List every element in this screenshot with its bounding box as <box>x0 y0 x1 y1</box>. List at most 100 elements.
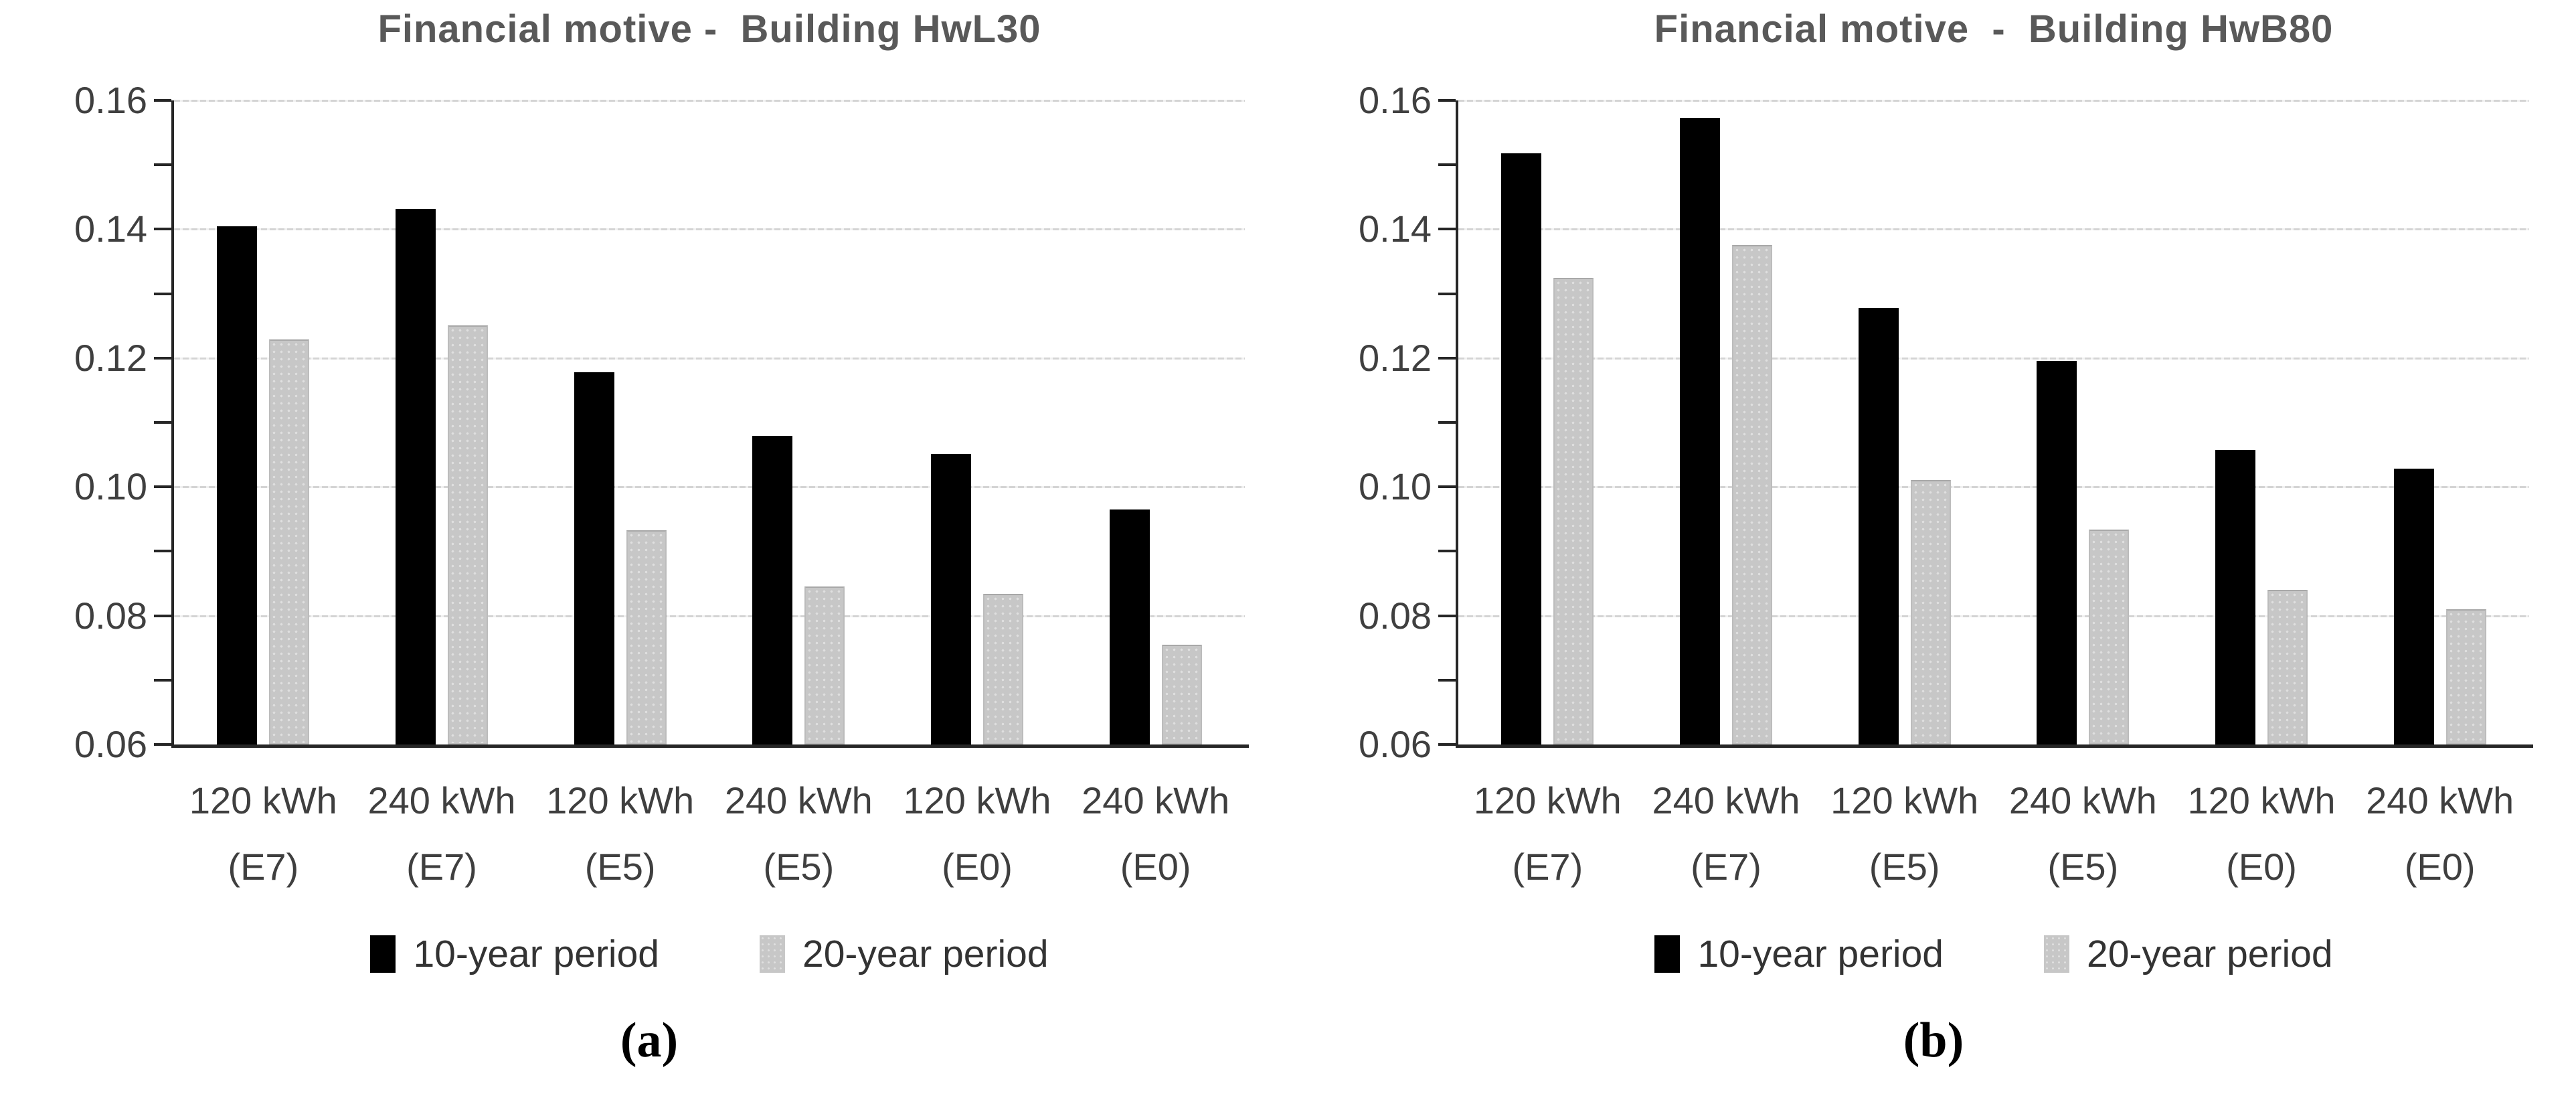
chart-panel-hwl30: Financial motive - Building HwL30 0.06 0.… <box>7 0 1292 1102</box>
legend-item: 10-year period <box>1654 932 1944 976</box>
x-category-label: 120 kWh (E5) <box>546 779 695 888</box>
y-axis-tick-label: 0.16 <box>1359 79 1432 121</box>
bar-20-year-period <box>804 586 845 744</box>
bar-10-year-period <box>1501 153 1542 744</box>
gridline <box>1458 228 2529 231</box>
y-axis-tick <box>154 550 171 553</box>
gridline <box>174 486 1245 489</box>
legend-label: 10-year period <box>413 933 659 975</box>
x-category-label: 240 kWh (E0) <box>1082 779 1230 888</box>
y-axis-tick-label: 0.06 <box>1359 723 1432 765</box>
bar-10-year-period <box>931 454 971 744</box>
bar-20-year-period <box>2089 529 2130 744</box>
bar-20-year-period <box>269 339 310 744</box>
gridline <box>1458 615 2529 617</box>
bar-10-year-period <box>1109 509 1150 744</box>
y-axis-tick <box>154 485 171 489</box>
y-axis-tick <box>154 228 171 231</box>
gridline <box>1458 357 2529 360</box>
y-axis-tick <box>154 421 171 424</box>
figure-caption: (b) <box>1903 1013 1964 1068</box>
y-axis-tick <box>1438 292 1456 295</box>
bar-10-year-period <box>1680 117 1720 744</box>
y-axis-tick-label: 0.12 <box>74 336 147 379</box>
bar-20-year-period <box>1553 277 1594 744</box>
legend-item: 20-year period <box>2044 932 2333 976</box>
y-axis-tick-label: 0.14 <box>74 208 147 250</box>
y-axis-tick <box>1438 743 1456 746</box>
bar-20-year-period <box>983 593 1023 744</box>
bar-10-year-period <box>396 208 436 744</box>
gridline <box>174 357 1245 360</box>
y-axis-tick <box>1438 678 1456 682</box>
x-category-label: 240 kWh (E0) <box>2366 779 2514 888</box>
y-axis-tick <box>1438 228 1456 231</box>
y-axis-tick <box>154 292 171 295</box>
y-axis-tick <box>1438 421 1456 424</box>
bar-10-year-period <box>2393 469 2434 744</box>
y-axis-tick-label: 0.10 <box>1359 465 1432 508</box>
bar-10-year-period <box>752 436 793 744</box>
chart-panel-hwb80: Financial motive - Building HwB80 0.06 0.… <box>1291 0 2576 1102</box>
bar-20-year-period <box>2267 590 2308 744</box>
x-axis-line <box>171 744 1249 748</box>
y-axis-tick <box>154 356 171 360</box>
figure-caption: (a) <box>620 1013 679 1068</box>
y-axis-tick-label: 0.14 <box>1359 208 1432 250</box>
y-axis-tick <box>1438 614 1456 617</box>
y-axis-tick <box>154 614 171 617</box>
bar-10-year-period <box>217 226 258 744</box>
bar-10-year-period <box>1858 307 1899 744</box>
y-axis-tick <box>1438 550 1456 553</box>
y-axis-line <box>1456 100 1458 744</box>
legend-label: 20-year period <box>802 933 1049 975</box>
bar-20-year-period <box>1732 244 1772 744</box>
y-axis-tick <box>154 99 171 102</box>
x-category-label: 120 kWh (E7) <box>1473 779 1622 888</box>
bar-20-year-period <box>2445 609 2486 744</box>
x-category-label: 120 kWh (E7) <box>189 779 337 888</box>
x-category-label: 120 kWh (E0) <box>2187 779 2336 888</box>
chart-title: Financial motive - Building HwB80 <box>1654 7 2334 51</box>
bar-10-year-period <box>2037 360 2077 744</box>
y-axis-tick <box>1438 356 1456 360</box>
legend-label: 20-year period <box>2087 933 2333 975</box>
gridline <box>174 228 1245 231</box>
y-axis-tick-label: 0.08 <box>1359 594 1432 637</box>
y-axis-tick-label: 0.16 <box>74 79 147 121</box>
x-category-label: 120 kWh (E5) <box>1830 779 1979 888</box>
legend: 10-year period 20-year period <box>174 932 1245 976</box>
x-category-label: 240 kWh (E7) <box>1652 779 1800 888</box>
y-axis-tick <box>154 163 171 167</box>
bar-10-year-period <box>2215 450 2255 744</box>
y-axis-line <box>171 100 174 744</box>
x-category-label: 240 kWh (E5) <box>2008 779 2157 888</box>
bar-20-year-period <box>448 325 488 744</box>
x-category-label: 120 kWh (E0) <box>903 779 1051 888</box>
legend-item: 10-year period <box>370 932 659 976</box>
gridline <box>174 100 1245 102</box>
y-axis-tick <box>1438 99 1456 102</box>
legend-swatch <box>760 935 785 973</box>
x-axis-line <box>1456 744 2533 748</box>
gridline <box>1458 486 2529 489</box>
y-axis-tick <box>154 743 171 746</box>
y-axis-tick-label: 0.12 <box>1359 336 1432 379</box>
legend-swatch <box>2044 935 2069 973</box>
legend-label: 10-year period <box>1697 933 1944 975</box>
plot-area: 0.06 0.08 0.10 0.12 0.14 0.16 120 kWh (E7) 240 k… <box>74 79 1249 975</box>
y-axis-tick-label: 0.10 <box>74 465 147 508</box>
x-category-label: 240 kWh (E5) <box>724 779 873 888</box>
legend-swatch <box>370 935 396 973</box>
bar-20-year-period <box>626 530 667 744</box>
plot-area: 0.06 0.08 0.10 0.12 0.14 0.16 120 kWh (E7) 240 k… <box>1359 79 2533 975</box>
gridline <box>174 615 1245 617</box>
y-axis-tick-label: 0.06 <box>74 723 147 765</box>
x-category-label: 240 kWh (E7) <box>367 779 516 888</box>
legend-swatch <box>1654 935 1681 973</box>
legend: 10-year period 20-year period <box>1458 932 2529 976</box>
legend-item: 20-year period <box>760 932 1049 976</box>
bar-20-year-period <box>1910 479 1951 744</box>
y-axis-tick <box>1438 163 1456 167</box>
